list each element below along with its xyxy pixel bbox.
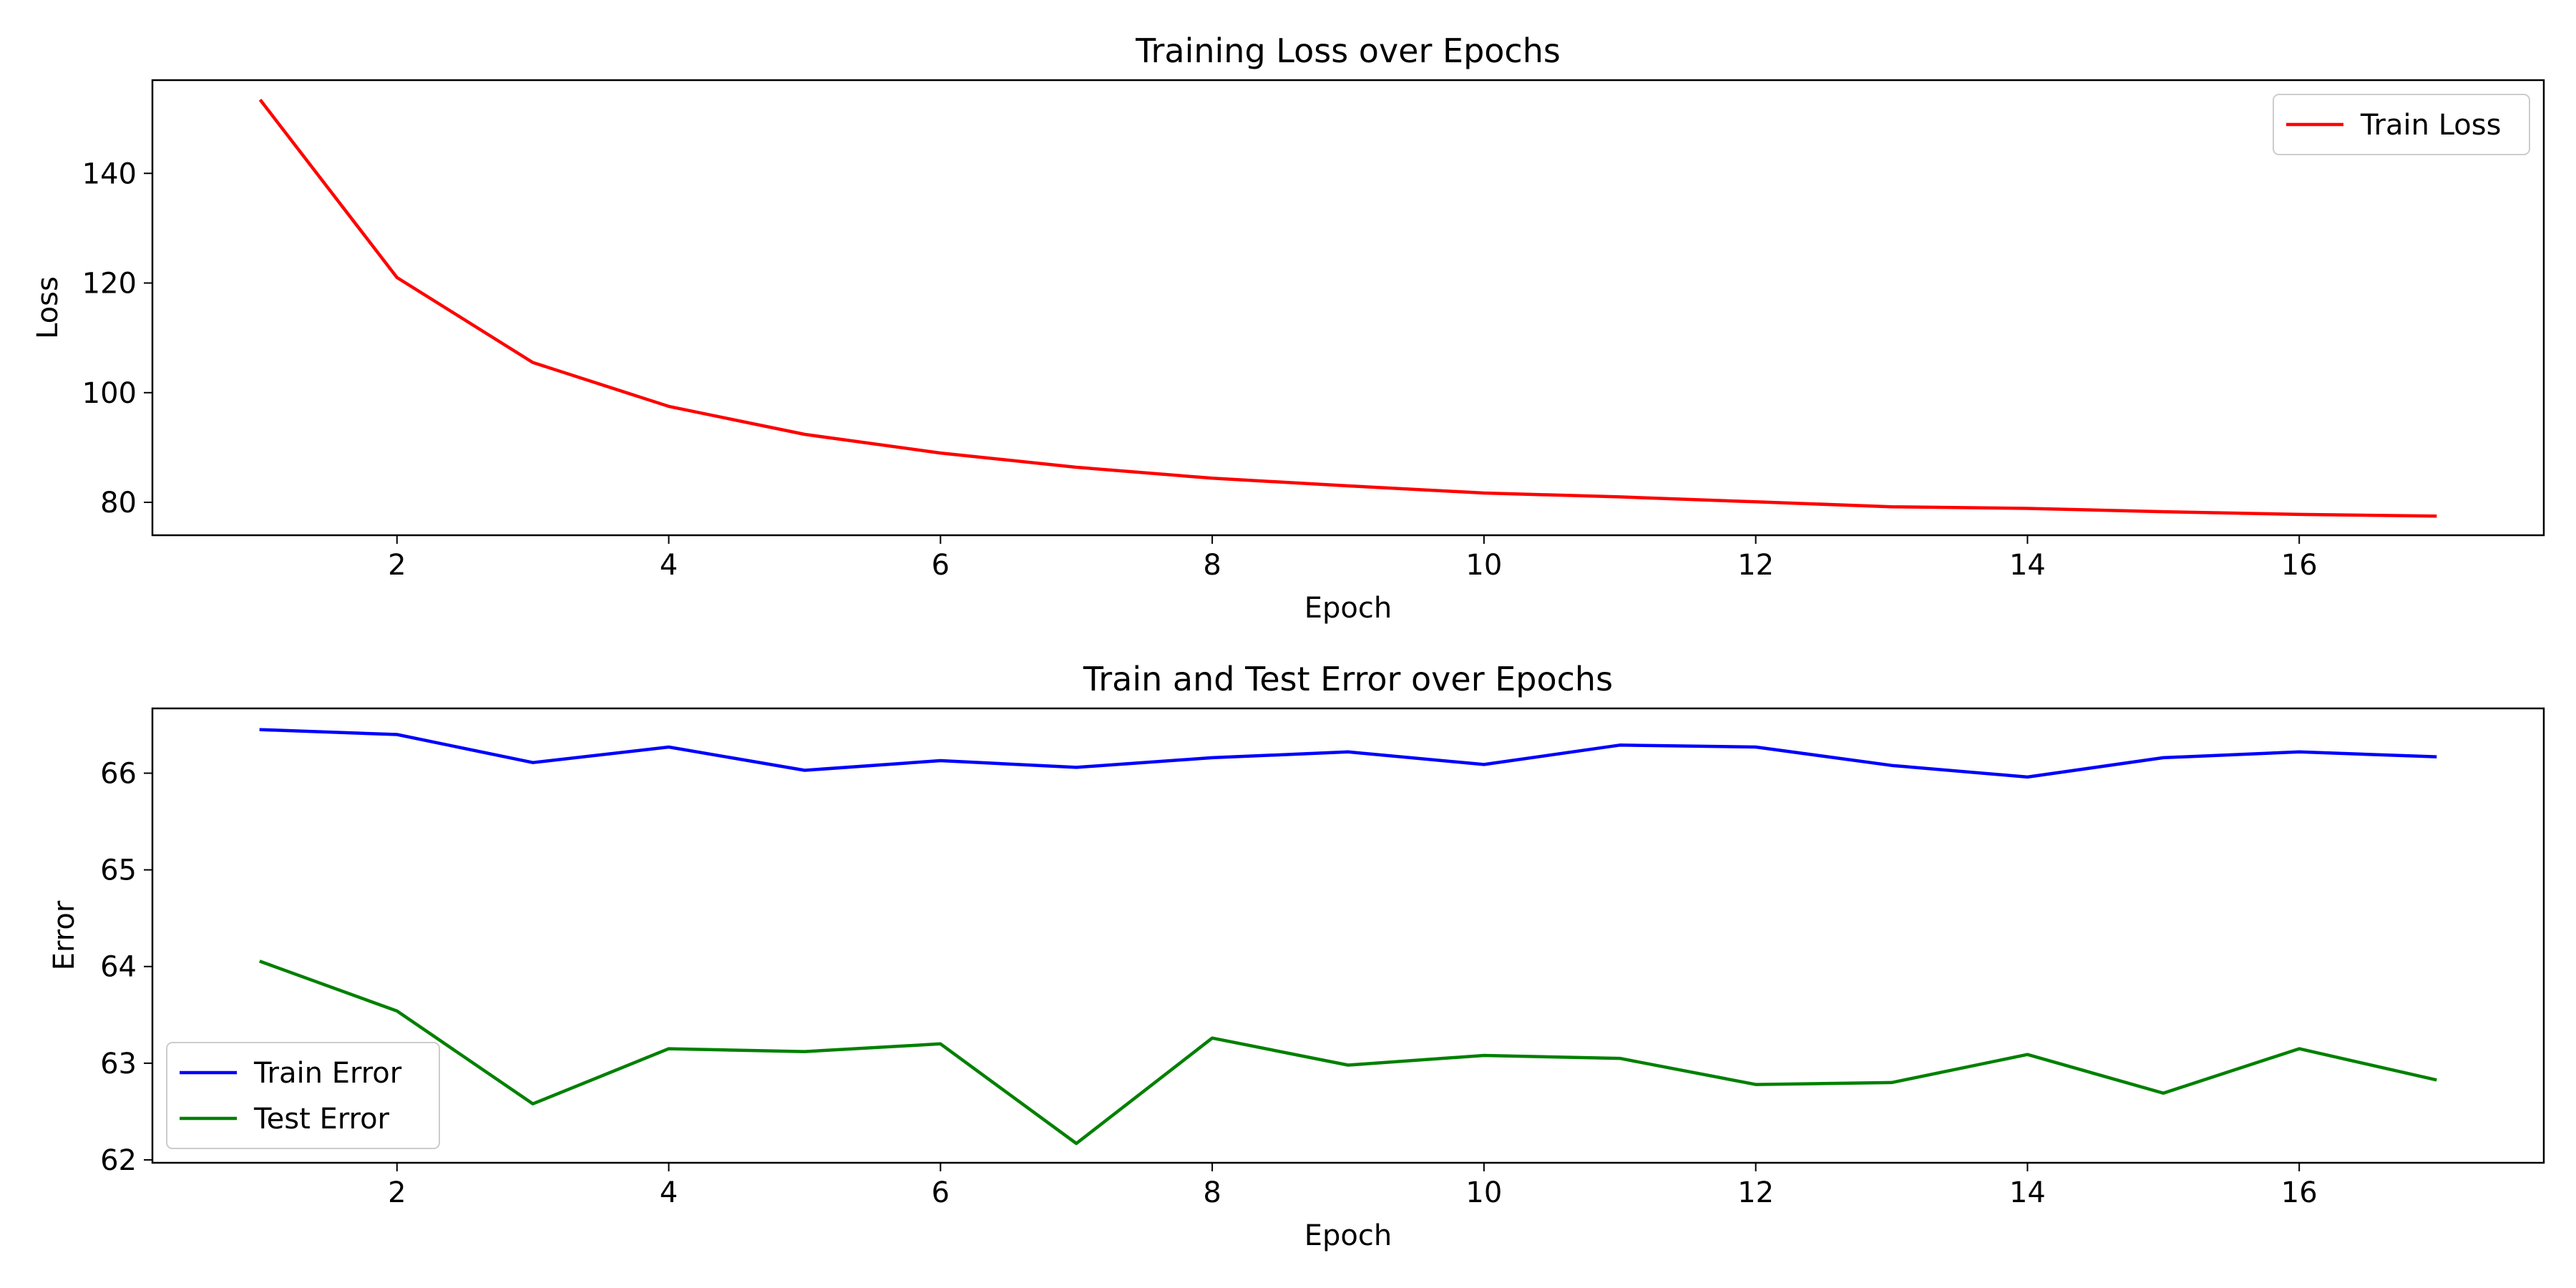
x-axis-label: Epoch bbox=[1304, 1219, 1392, 1252]
x-tick-label: 12 bbox=[1737, 549, 1774, 582]
y-tick-label: 64 bbox=[100, 951, 137, 984]
y-tick-label: 140 bbox=[82, 157, 137, 190]
chart-title: Training Loss over Epochs bbox=[1135, 31, 1561, 70]
x-tick-label: 8 bbox=[1203, 549, 1221, 582]
x-tick-label: 8 bbox=[1203, 1176, 1221, 1209]
x-tick-label: 10 bbox=[1465, 549, 1502, 582]
series-line-1 bbox=[258, 98, 2437, 518]
y-tick-label: 66 bbox=[100, 758, 137, 791]
legend-box bbox=[2273, 94, 2530, 155]
x-tick-label: 4 bbox=[660, 549, 678, 582]
x-axis-label: Epoch bbox=[1304, 592, 1392, 625]
y-tick-label: 120 bbox=[82, 268, 137, 301]
x-tick-label: 14 bbox=[2009, 1176, 2046, 1209]
y-tick-label: 80 bbox=[100, 487, 137, 519]
x-tick-label: 2 bbox=[388, 549, 406, 582]
legend-box bbox=[166, 1042, 440, 1149]
y-axis-label: Error bbox=[48, 900, 81, 970]
chart-panel-1: Training Loss over Epochs 2 4 6 8 10 12 14 16 80 1… bbox=[31, 31, 2545, 625]
x-tick-label: 16 bbox=[2281, 549, 2318, 582]
x-tick-label: 16 bbox=[2281, 1176, 2318, 1209]
legend: Train Loss bbox=[2273, 94, 2530, 155]
axes-frame bbox=[151, 79, 2545, 537]
axes-frame bbox=[151, 707, 2545, 1164]
x-tick-label: 2 bbox=[388, 1176, 406, 1209]
x-tick-label: 4 bbox=[660, 1176, 678, 1209]
y-tick-label: 63 bbox=[100, 1048, 137, 1080]
legend-label: Test Error bbox=[253, 1103, 390, 1136]
chart-title: Train and Test Error over Epochs bbox=[1083, 660, 1613, 698]
x-tick-label: 10 bbox=[1465, 1176, 1502, 1209]
legend-label: Train Loss bbox=[2360, 109, 2501, 142]
y-tick-label: 100 bbox=[82, 377, 137, 410]
x-tick-label: 6 bbox=[932, 1176, 950, 1209]
y-axis-label: Loss bbox=[31, 276, 64, 339]
legend-label: Train Error bbox=[253, 1057, 402, 1090]
chart-panel-2: Train and Test Error over Epochs 2 4 6 8 10 12… bbox=[48, 660, 2545, 1252]
y-tick-label: 65 bbox=[100, 854, 137, 887]
series-line-1 bbox=[259, 728, 2437, 779]
x-tick-label: 14 bbox=[2009, 549, 2046, 582]
x-tick-label: 12 bbox=[1737, 1176, 1774, 1209]
series-line-2 bbox=[259, 960, 2437, 1146]
legend: Train Error Test Error bbox=[166, 1042, 440, 1149]
x-tick-label: 6 bbox=[932, 549, 950, 582]
y-tick-label: 62 bbox=[100, 1144, 137, 1177]
